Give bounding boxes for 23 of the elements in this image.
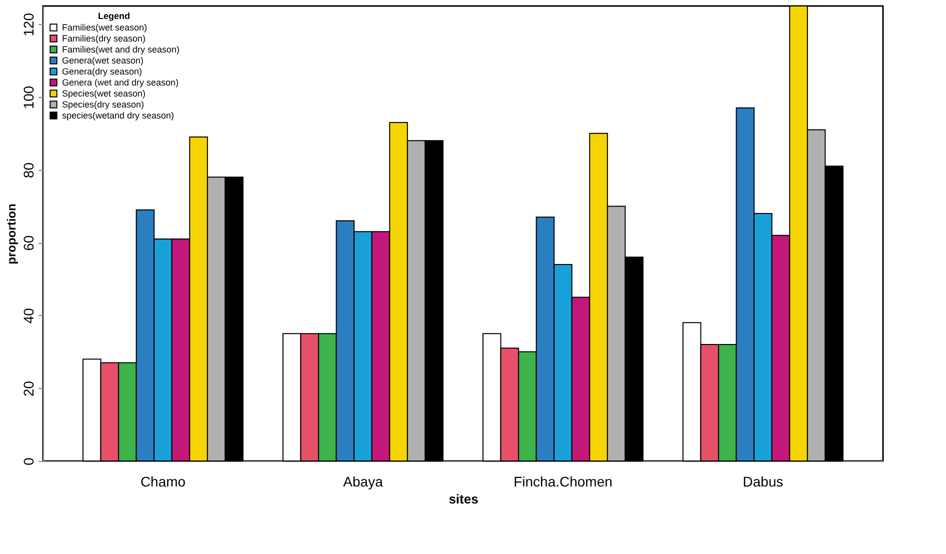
- x-tick-label: Dabus: [742, 474, 784, 490]
- y-axis-title: proportion: [4, 204, 18, 264]
- x-axis-title: sites: [448, 492, 478, 506]
- legend-label: Families(wet season): [62, 22, 148, 32]
- y-tick-label: 80: [20, 162, 36, 178]
- legend-label: Families(dry season): [62, 34, 146, 44]
- y-tick-label: 60: [20, 235, 36, 251]
- y-tick-label: 20: [20, 380, 36, 396]
- legend-label: Families(wet and dry season): [62, 44, 180, 54]
- y-tick-label: 40: [20, 308, 36, 324]
- legend-label: species(wetand dry season): [62, 110, 174, 120]
- x-tick-label: Chamo: [140, 474, 186, 490]
- y-tick-label: 0: [20, 457, 36, 466]
- legend-label: Species(dry season): [62, 100, 144, 110]
- x-tick-label: Abaya: [343, 474, 384, 490]
- legend-title: Legend: [98, 11, 130, 21]
- y-tick-label: 120: [20, 12, 36, 36]
- legend-label: Species(wet season): [62, 88, 146, 98]
- legend-label: Genera(wet season): [62, 56, 144, 66]
- legend-label: Genera(dry season): [62, 66, 142, 76]
- x-tick-label: Fincha.Chomen: [514, 474, 612, 490]
- legend-label: Genera (wet and dry season): [62, 78, 179, 88]
- y-tick-label: 100: [20, 86, 36, 110]
